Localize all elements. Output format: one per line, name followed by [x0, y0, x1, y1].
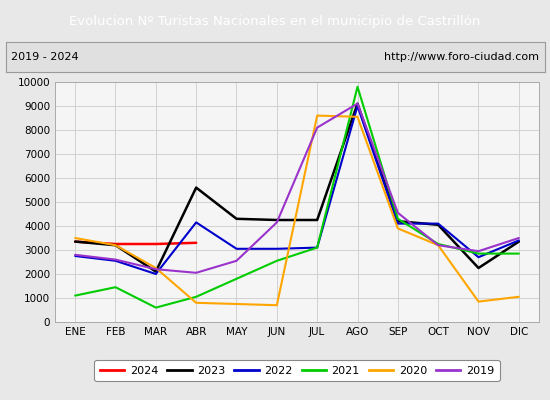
- Text: http://www.foro-ciudad.com: http://www.foro-ciudad.com: [384, 52, 539, 62]
- Legend: 2024, 2023, 2022, 2021, 2020, 2019: 2024, 2023, 2022, 2021, 2020, 2019: [95, 360, 499, 381]
- Text: Evolucion Nº Turistas Nacionales en el municipio de Castrillón: Evolucion Nº Turistas Nacionales en el m…: [69, 14, 481, 28]
- Text: 2019 - 2024: 2019 - 2024: [11, 52, 79, 62]
